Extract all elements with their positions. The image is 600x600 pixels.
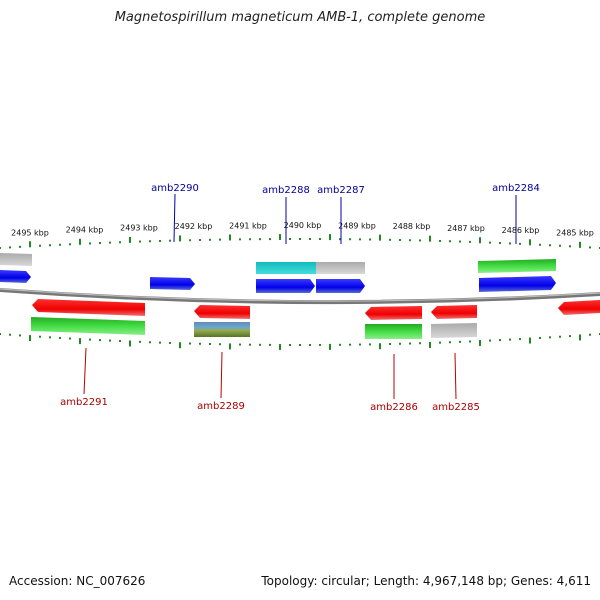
tick-label-2487: 2487 kbp [447, 224, 485, 233]
label-amb2289[interactable]: amb2289 [197, 401, 245, 412]
lower-tick-row [0, 333, 600, 350]
tick-label-2491: 2491 kbp [229, 221, 267, 230]
feature-gray-mid[interactable] [316, 262, 365, 274]
tick-label-2494: 2494 kbp [66, 226, 104, 235]
label-amb2285[interactable]: amb2285 [432, 402, 480, 413]
reverse-strand-genes [32, 299, 600, 320]
tick-label-2488: 2488 kbp [393, 222, 431, 231]
gene-arrow-amb2286[interactable] [365, 306, 422, 320]
tick-labels: 2495 kbp 2494 kbp 2493 kbp 2492 kbp 2491 kbp… [11, 221, 594, 238]
tick-label-2493: 2493 kbp [120, 224, 158, 233]
gene-arrow-amb2288[interactable] [256, 279, 315, 293]
label-amb2291[interactable]: amb2291 [60, 397, 108, 408]
gene-arrow-amb2284[interactable] [479, 276, 556, 292]
gene-arrow-amb2285[interactable] [431, 305, 477, 319]
genome-backbone-highlight [0, 288, 600, 302]
top-gene-labels: amb2290 amb2288 amb2287 amb2284 [151, 183, 540, 244]
gene-arrow-red-right[interactable] [558, 300, 600, 315]
map-title: Magnetospirillum magneticum AMB-1, compl… [114, 10, 486, 25]
gene-arrow-amb2287[interactable] [316, 279, 365, 293]
feature-green-right[interactable] [478, 259, 556, 273]
label-amb2290[interactable]: amb2290 [151, 183, 199, 194]
tick-label-2492: 2492 kbp [175, 222, 213, 231]
feature-gray-left[interactable] [0, 253, 32, 266]
feature-cyan[interactable] [256, 262, 316, 274]
upper-feature-track [0, 253, 556, 274]
feature-mixed[interactable] [194, 322, 250, 337]
forward-strand-genes [0, 270, 556, 293]
gene-arrow-blue-0[interactable] [0, 270, 31, 283]
label-amb2286[interactable]: amb2286 [370, 402, 418, 413]
tick-label-2495: 2495 kbp [11, 228, 49, 237]
upper-tick-row [0, 234, 600, 249]
tick-label-2490: 2490 kbp [284, 221, 322, 230]
feature-green-mid[interactable] [365, 324, 422, 339]
feature-green-left[interactable] [31, 317, 145, 335]
feature-gray-right[interactable] [431, 323, 477, 338]
bottom-gene-labels: amb2291 amb2289 amb2286 amb2285 [60, 347, 480, 413]
genome-backbone [0, 288, 600, 305]
gene-arrow-amb2289[interactable] [194, 305, 250, 319]
label-amb2288[interactable]: amb2288 [262, 185, 310, 196]
tick-label-2485: 2485 kbp [556, 229, 594, 238]
label-amb2284[interactable]: amb2284 [492, 183, 540, 194]
tick-label-2489: 2489 kbp [338, 221, 376, 230]
label-amb2287[interactable]: amb2287 [317, 185, 365, 196]
accession-text: Accession: NC_007626 [9, 574, 146, 588]
genome-summary-text: Topology: circular; Length: 4,967,148 bp… [261, 574, 591, 588]
gene-arrow-amb2291[interactable] [32, 299, 145, 316]
tick-label-2486: 2486 kbp [502, 226, 540, 235]
lower-feature-track [31, 317, 477, 339]
gene-arrow-amb2290[interactable] [150, 277, 195, 290]
